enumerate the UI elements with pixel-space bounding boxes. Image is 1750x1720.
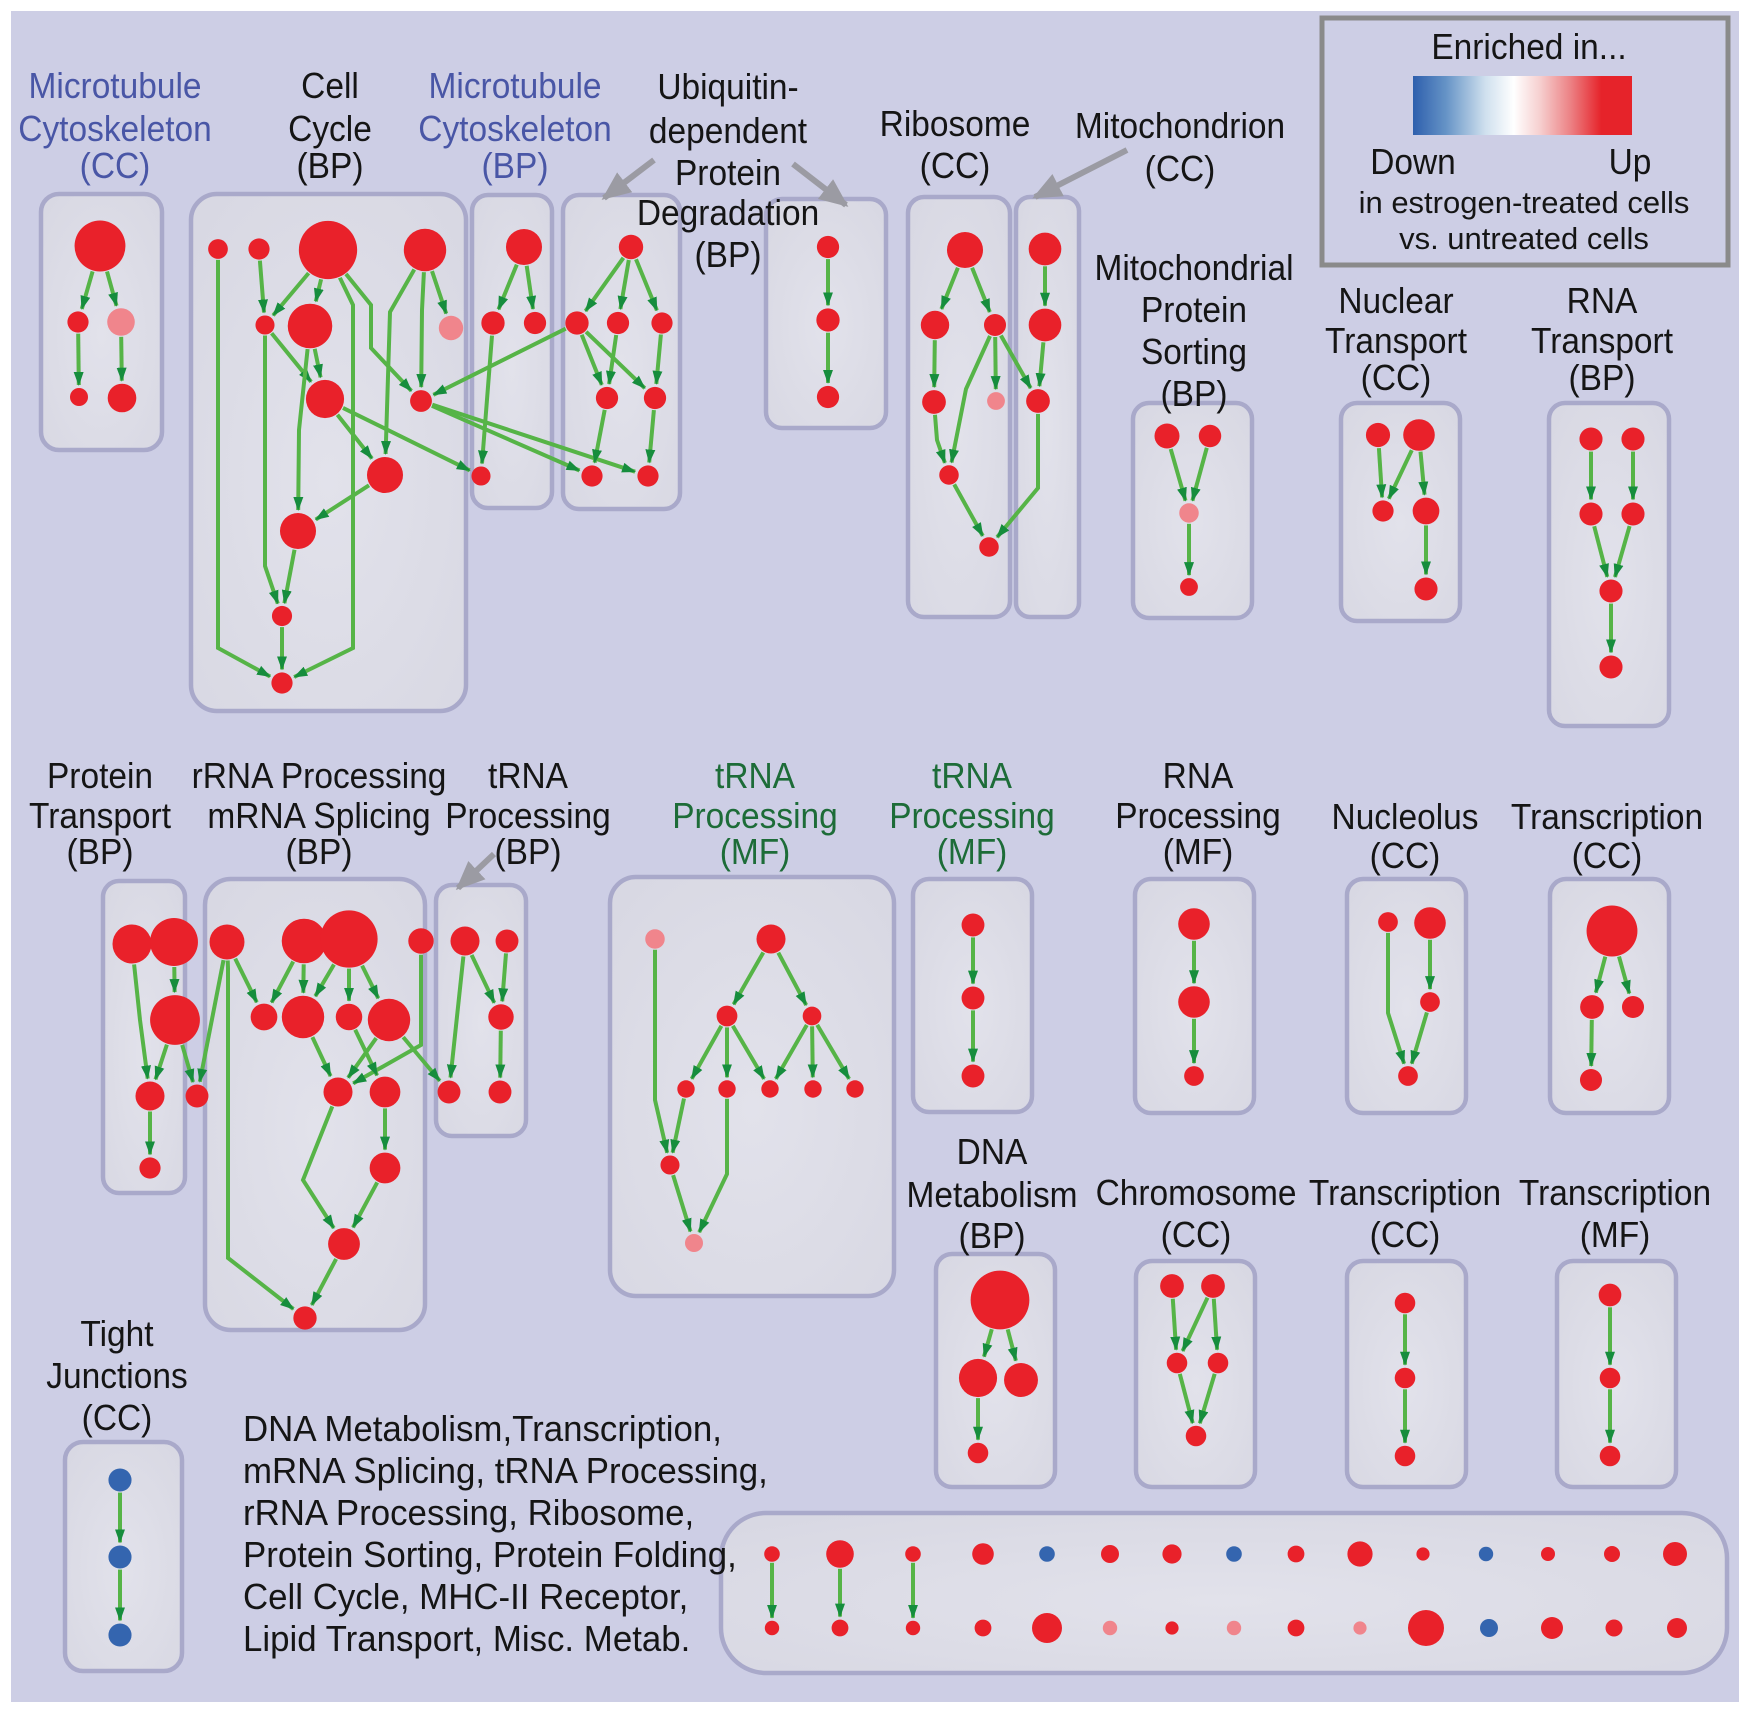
svg-text:(BP): (BP) [482,147,549,186]
svg-text:Mitochondrion: Mitochondrion [1075,107,1285,146]
svg-text:Processing: Processing [672,797,838,836]
svg-text:(MF): (MF) [937,833,1008,872]
svg-text:(MF): (MF) [1163,833,1234,872]
svg-text:(CC): (CC) [1370,1216,1441,1255]
svg-text:Ubiquitin-: Ubiquitin- [657,68,798,107]
svg-text:Protein Sorting, Protein Foldi: Protein Sorting, Protein Folding, [243,1534,737,1575]
svg-text:(BP): (BP) [695,236,762,275]
svg-text:DNA: DNA [957,1133,1028,1172]
svg-text:(BP): (BP) [1569,359,1636,398]
svg-text:Cycle: Cycle [288,110,372,149]
svg-text:tRNA: tRNA [488,757,569,796]
svg-text:(CC): (CC) [1361,359,1432,398]
svg-text:in estrogen-treated cells: in estrogen-treated cells [1359,185,1690,220]
svg-text:RNA: RNA [1163,757,1234,796]
svg-text:Transport: Transport [29,797,171,836]
svg-text:(MF): (MF) [1580,1216,1651,1255]
svg-text:(BP): (BP) [286,833,353,872]
svg-text:Down: Down [1370,143,1456,182]
svg-text:dependent: dependent [649,112,808,151]
svg-text:Mitochondrial: Mitochondrial [1094,249,1293,288]
svg-text:Transport: Transport [1325,322,1467,361]
svg-text:Protein: Protein [675,154,781,193]
svg-text:Processing: Processing [889,797,1055,836]
svg-text:(CC): (CC) [1370,837,1441,876]
svg-text:(CC): (CC) [920,147,991,186]
svg-text:Ribosome: Ribosome [880,105,1031,144]
svg-text:(CC): (CC) [1572,837,1643,876]
svg-text:Processing: Processing [445,797,611,836]
svg-text:Transport: Transport [1531,322,1673,361]
svg-text:(MF): (MF) [720,833,791,872]
svg-text:Up: Up [1609,143,1652,182]
svg-text:tRNA: tRNA [932,757,1013,796]
svg-text:Nucleolus: Nucleolus [1332,798,1479,837]
svg-text:Cytoskeleton: Cytoskeleton [18,110,211,149]
svg-text:Transcription: Transcription [1309,1174,1501,1213]
svg-text:Lipid Transport, Misc. Metab.: Lipid Transport, Misc. Metab. [243,1618,690,1659]
svg-text:RNA: RNA [1567,282,1638,321]
svg-text:Enriched in...: Enriched in... [1431,28,1626,67]
svg-text:vs. untreated cells: vs. untreated cells [1399,221,1649,256]
svg-text:(BP): (BP) [1161,375,1228,414]
svg-text:(CC): (CC) [1161,1216,1232,1255]
svg-text:Cell Cycle, MHC-II Receptor,: Cell Cycle, MHC-II Receptor, [243,1576,688,1617]
svg-text:mRNA Splicing, tRNA Processing: mRNA Splicing, tRNA Processing, [243,1450,768,1491]
svg-text:rRNA Processing, Ribosome,: rRNA Processing, Ribosome, [243,1492,694,1533]
svg-text:Microtubule: Microtubule [29,67,202,106]
svg-text:Transcription: Transcription [1511,798,1703,837]
svg-text:Protein: Protein [1141,291,1247,330]
svg-text:DNA Metabolism,Transcription,: DNA Metabolism,Transcription, [243,1408,722,1449]
svg-text:Metabolism: Metabolism [906,1176,1077,1215]
svg-text:Cell: Cell [301,67,359,106]
svg-text:Microtubule: Microtubule [429,67,602,106]
svg-text:tRNA: tRNA [715,757,796,796]
svg-text:Nuclear: Nuclear [1338,282,1453,321]
svg-text:(BP): (BP) [297,147,364,186]
svg-text:Transcription: Transcription [1519,1174,1711,1213]
svg-text:Junctions: Junctions [46,1357,187,1396]
svg-text:Sorting: Sorting [1141,333,1247,372]
svg-text:(CC): (CC) [80,147,151,186]
svg-text:Tight: Tight [80,1315,153,1354]
svg-text:(BP): (BP) [67,833,134,872]
svg-text:Degradation: Degradation [637,194,819,233]
svg-text:Chromosome: Chromosome [1096,1174,1297,1213]
svg-text:(BP): (BP) [959,1217,1026,1256]
svg-text:Processing: Processing [1115,797,1281,836]
svg-text:mRNA Splicing: mRNA Splicing [207,797,430,836]
svg-text:(CC): (CC) [82,1399,153,1438]
svg-text:Protein: Protein [47,757,153,796]
svg-text:(BP): (BP) [495,833,562,872]
svg-text:rRNA Processing: rRNA Processing [192,757,447,796]
svg-text:Cytoskeleton: Cytoskeleton [418,110,611,149]
svg-text:(CC): (CC) [1145,150,1216,189]
